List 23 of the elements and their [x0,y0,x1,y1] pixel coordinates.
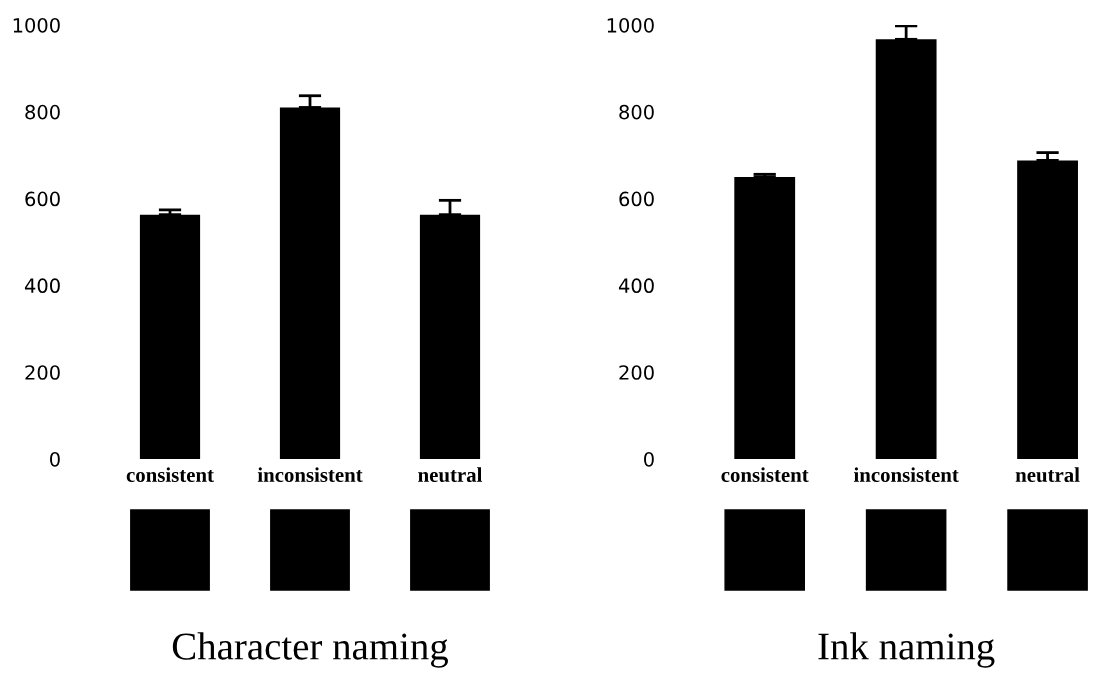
y-tick-label: 600 [25,191,60,207]
y-tick-label: 0 [644,451,654,467]
y-tick-label: 1000 [13,17,60,33]
bar [1017,160,1078,459]
y-tick-label: 0 [50,451,60,467]
x-tick-label: inconsistent [257,467,363,482]
y-tick-label: 200 [619,365,654,380]
bar [875,39,937,459]
y-tick-label: 400 [618,278,654,294]
text: Character naming [172,632,449,668]
x-tick-label: inconsistent [853,467,959,482]
y-tick-label: 800 [619,104,654,120]
y-tick-label: 200 [25,365,60,380]
y-tick-label: 600 [619,191,654,207]
x-tick-label: neutral [1015,467,1080,483]
bar [734,176,796,459]
text: Ink naming [818,632,995,668]
x-tick-label: neutral [418,467,483,483]
y-tick-label: 800 [25,104,60,120]
y-tick-label: 1000 [607,17,654,33]
x-tick-label: consistent [721,467,809,482]
y-tick-label: 400 [24,278,60,294]
x-tick-label: consistent [126,467,214,482]
